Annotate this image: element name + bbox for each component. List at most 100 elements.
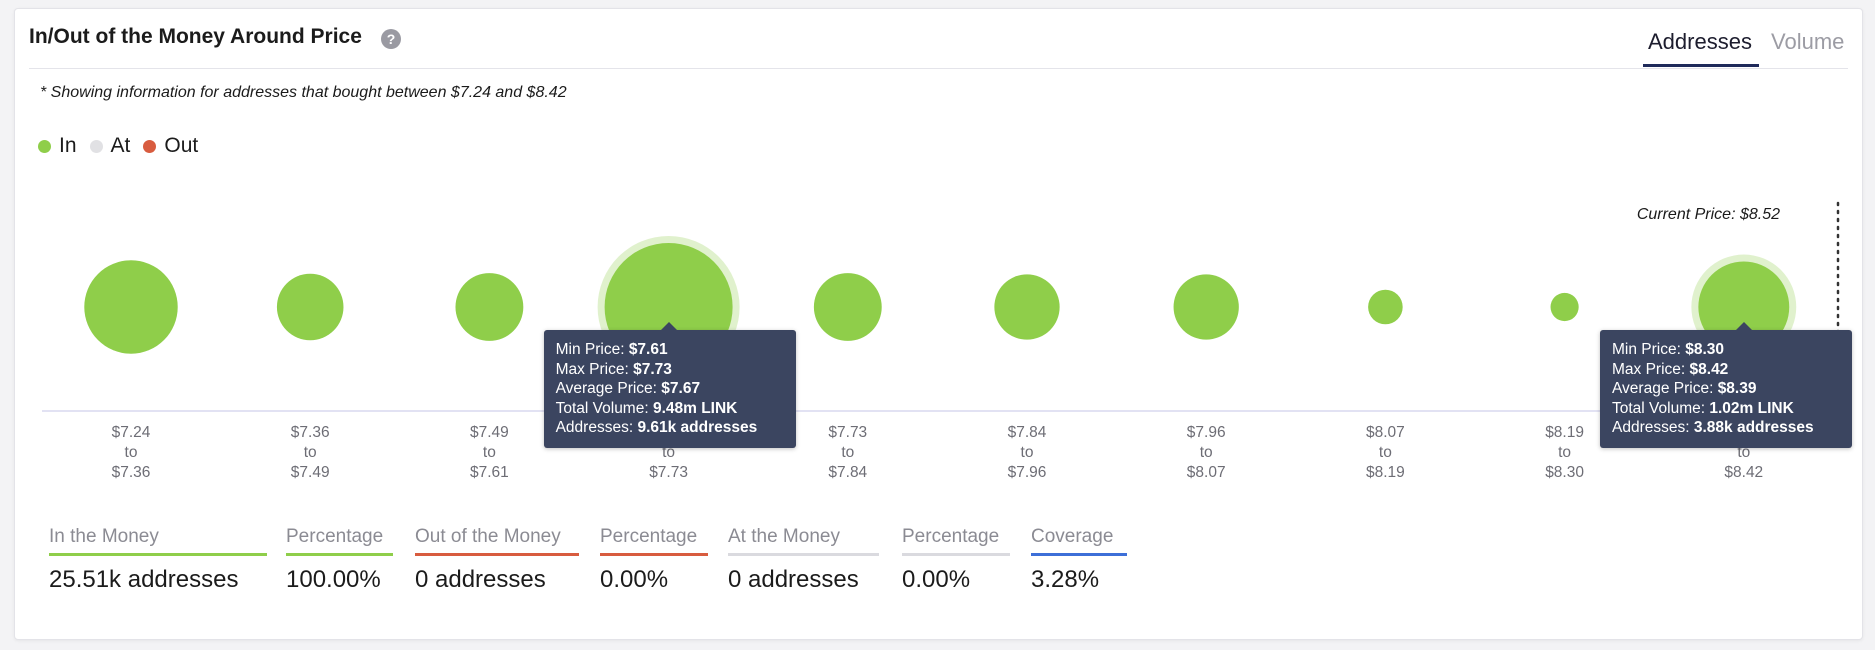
x-tick-label: $7.84 xyxy=(1008,424,1047,441)
tooltip-row-value: $8.39 xyxy=(1717,380,1757,397)
legend-dot-in xyxy=(38,139,51,153)
range-note: * Showing information for addresses that… xyxy=(40,84,567,101)
stat-underline xyxy=(49,553,267,556)
tooltip-row-label: Addresses: xyxy=(1612,419,1694,436)
stat-0: In the Money 25.51k addresses xyxy=(49,526,267,594)
stat-3: Percentage 0.00% xyxy=(600,526,708,594)
tooltip-row: Average Price: $8.39 xyxy=(1612,379,1840,399)
stat-value: 0 addresses xyxy=(728,566,859,593)
tooltip-row-value: 9.48m LINK xyxy=(652,399,738,417)
header-divider xyxy=(29,68,1848,69)
chart-title: In/Out of the Money Around Price xyxy=(29,25,362,48)
tooltip-row-label: Average Price: xyxy=(1612,380,1718,397)
x-tick-label: $7.61 xyxy=(470,464,509,481)
stat-underline xyxy=(1031,553,1127,556)
tooltip-arrow xyxy=(659,322,678,331)
bubble-1[interactable] xyxy=(276,273,344,341)
stat-label: Percentage xyxy=(902,526,1000,547)
stat-label: Coverage xyxy=(1031,526,1114,547)
stat-label: In the Money xyxy=(49,526,159,547)
tooltip-row-label: Max Price: xyxy=(555,360,634,378)
x-tick-label: to xyxy=(125,444,138,461)
bubble-tooltip: Min Price: $8.30 Max Price: $8.42 Average … xyxy=(1600,322,1852,448)
x-tick-label: $8.30 xyxy=(1545,464,1584,481)
legend-label-out: Out xyxy=(164,134,199,157)
stat-2: Out of the Money 0 addresses xyxy=(415,526,579,594)
stat-4: At the Money 0 addresses xyxy=(728,526,879,594)
tooltip-row-value: $7.67 xyxy=(661,380,701,397)
stat-label: Out of the Money xyxy=(415,526,561,547)
x-tick-label: $7.84 xyxy=(828,464,867,481)
tooltip-row-value: $7.61 xyxy=(628,341,668,358)
x-tick-label: to xyxy=(483,444,496,461)
bubble-0[interactable] xyxy=(84,260,178,354)
bubble-8[interactable] xyxy=(1550,292,1579,322)
question-circle-icon[interactable]: ? xyxy=(381,29,401,49)
x-tick-label: $8.07 xyxy=(1366,424,1405,441)
tooltip-row: Min Price: $8.30 xyxy=(1612,340,1840,360)
current-price-label: Current Price: $8.52 xyxy=(1637,206,1780,223)
tooltip-arrow xyxy=(1734,322,1753,331)
tooltip-row-value: $7.73 xyxy=(633,360,672,378)
bubble-7[interactable] xyxy=(1368,289,1403,325)
tooltip-row: Max Price: $7.73 xyxy=(556,360,784,380)
stat-label: Percentage xyxy=(286,526,384,547)
tooltip-row-label: Min Price: xyxy=(555,341,629,358)
x-tick-label: $7.96 xyxy=(1008,464,1047,481)
legend-label-in: In xyxy=(59,134,77,157)
tooltip-row-value: $8.30 xyxy=(1685,341,1725,358)
tooltip-row: Total Volume: 9.48m LINK xyxy=(556,399,784,419)
bubble-6[interactable] xyxy=(1173,274,1239,340)
tooltip-row-value: 9.61k addresses xyxy=(637,419,758,436)
stat-value: 100.00% xyxy=(286,566,381,593)
x-tick-label: $7.49 xyxy=(470,424,509,441)
tooltip-row-label: Total Volume: xyxy=(1612,399,1710,417)
legend-dot-out xyxy=(143,139,157,153)
stat-value: 25.51k addresses xyxy=(49,566,239,593)
legend-item-at[interactable]: At xyxy=(89,134,131,158)
x-tick-label: to xyxy=(1379,444,1392,461)
tooltip-row-label: Average Price: xyxy=(555,380,662,397)
tooltip-row: Min Price: $7.61 xyxy=(556,340,784,360)
tooltip-row-value: $8.42 xyxy=(1689,360,1729,378)
bubble-9[interactable] xyxy=(1698,261,1790,353)
x-tick-label: to xyxy=(1021,444,1034,461)
legend-item-in[interactable]: In xyxy=(38,134,77,158)
legend-item-out[interactable]: Out xyxy=(143,134,198,158)
x-tick-label: to xyxy=(304,444,317,461)
tab-addresses[interactable]: Addresses xyxy=(1648,29,1752,54)
tooltip-row-label: Min Price: xyxy=(1612,341,1686,358)
bubble-4[interactable] xyxy=(813,273,882,341)
x-tick-label: $7.36 xyxy=(291,424,330,441)
tooltip-row-value: 3.88k addresses xyxy=(1693,419,1814,436)
tooltip-row: Average Price: $7.67 xyxy=(556,379,784,399)
bubble-5[interactable] xyxy=(994,274,1060,340)
x-tick-label: $8.19 xyxy=(1545,424,1584,441)
stat-label: At the Money xyxy=(728,526,840,547)
tooltip-row: Addresses: 9.61k addresses xyxy=(556,418,784,438)
stat-underline xyxy=(728,553,879,556)
stat-underline xyxy=(902,553,1010,556)
x-tick-label: $7.96 xyxy=(1187,424,1226,441)
bubble-tooltip: Min Price: $7.61 Max Price: $7.73 Average … xyxy=(543,322,796,448)
tooltip-row-value: 1.02m LINK xyxy=(1709,399,1794,417)
tooltip-row: Total Volume: 1.02m LINK xyxy=(1612,399,1840,419)
tab-volume[interactable]: Volume xyxy=(1771,29,1845,54)
tooltip-row-label: Total Volume: xyxy=(555,399,653,417)
stat-6: Coverage 3.28% xyxy=(1031,526,1127,594)
stat-1: Percentage 100.00% xyxy=(286,526,393,594)
chart-legend: In At Out xyxy=(38,134,211,158)
bubble-2[interactable] xyxy=(455,273,524,341)
stat-underline xyxy=(415,553,579,556)
bubble-chart: Current Price: $8.52 $7.24 to $7.36 $7.36 to $… xyxy=(42,201,1840,481)
stat-value: 0.00% xyxy=(902,566,971,593)
active-tab-indicator xyxy=(1643,64,1759,67)
x-tick-label: $7.24 xyxy=(112,424,151,441)
legend-label-at: At xyxy=(110,134,131,157)
x-tick-label: to xyxy=(1737,444,1750,461)
tooltip-row: Max Price: $8.42 xyxy=(1612,360,1840,380)
x-tick-label: $8.07 xyxy=(1187,464,1226,481)
stat-value: 3.28% xyxy=(1031,566,1100,593)
x-tick-label: $7.73 xyxy=(649,464,688,481)
stat-underline xyxy=(600,553,708,556)
